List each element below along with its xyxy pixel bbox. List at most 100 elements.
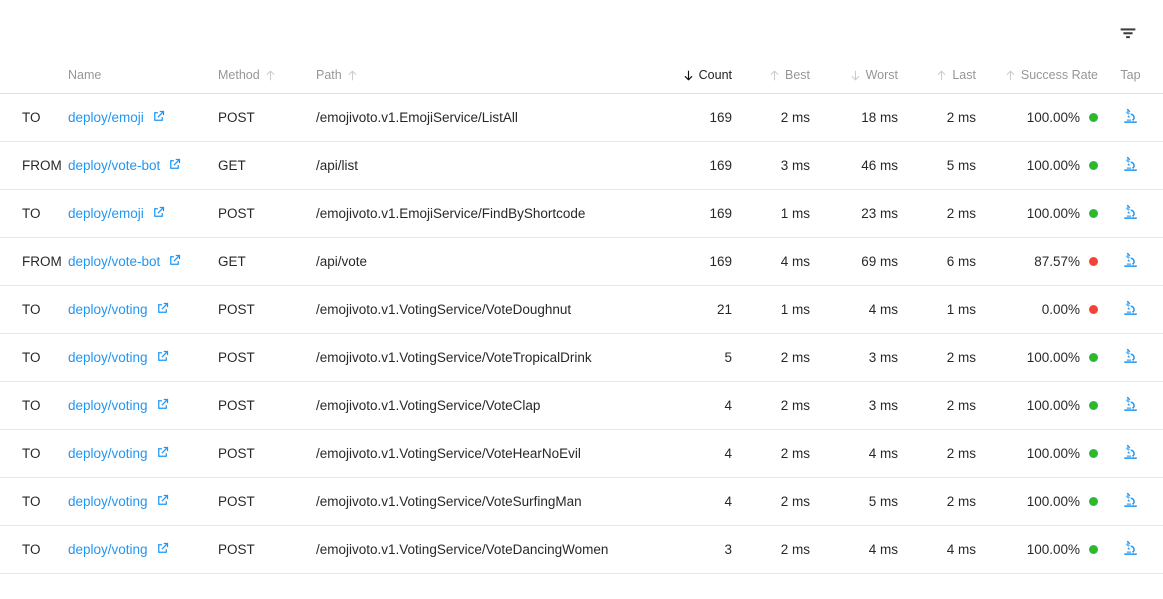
path-label: /emojivoto.v1.VotingService/VoteDoughnut xyxy=(316,302,572,317)
table-row[interactable]: TO deploy/voting POST /emojivoto.v1.Voti… xyxy=(0,525,1163,574)
cell-method: GET xyxy=(218,237,316,286)
column-header-success-rate[interactable]: Success Rate xyxy=(976,68,1098,94)
best-value: 2 ms xyxy=(780,350,810,365)
status-dot xyxy=(1089,497,1098,506)
table-row[interactable]: FROM deploy/vote-bot GET /api/list 169 3… xyxy=(0,141,1163,190)
tap-button[interactable] xyxy=(1116,343,1146,373)
cell-success-rate: 100.00% xyxy=(976,477,1098,526)
table-row[interactable]: FROM deploy/vote-bot GET /api/vote 169 4… xyxy=(0,237,1163,286)
cell-direction: TO xyxy=(0,381,68,430)
resource-name: deploy/voting xyxy=(68,446,148,461)
cell-path: /emojivoto.v1.VotingService/VoteHearNoEv… xyxy=(316,429,644,478)
table-row[interactable]: TO deploy/emoji POST /emojivoto.v1.Emoji… xyxy=(0,189,1163,238)
sort-arrow-down-icon xyxy=(682,69,695,82)
column-header-name[interactable]: Name xyxy=(68,68,218,94)
last-value: 1 ms xyxy=(946,302,976,317)
cell-count: 169 xyxy=(644,141,732,190)
cell-success-rate: 100.00% xyxy=(976,525,1098,574)
table-row[interactable]: TO deploy/voting POST /emojivoto.v1.Voti… xyxy=(0,285,1163,334)
best-value: 2 ms xyxy=(780,446,810,461)
tap-button[interactable] xyxy=(1116,247,1146,277)
success-rate-value: 100.00% xyxy=(1026,158,1080,173)
tap-button[interactable] xyxy=(1116,439,1146,469)
count-value: 21 xyxy=(716,302,732,317)
worst-value: 3 ms xyxy=(868,350,898,365)
resource-link[interactable]: deploy/vote-bot xyxy=(68,253,182,271)
filter-list-button[interactable] xyxy=(1111,17,1145,51)
direction-label: TO xyxy=(22,206,41,221)
count-value: 4 xyxy=(724,398,732,413)
cell-direction: TO xyxy=(0,333,68,382)
column-header-path[interactable]: Path xyxy=(316,68,644,94)
cell-name: deploy/voting xyxy=(68,333,218,382)
column-header-last[interactable]: Last xyxy=(898,68,976,94)
best-value: 2 ms xyxy=(780,542,810,557)
resource-link[interactable]: deploy/voting xyxy=(68,445,170,463)
tap-button[interactable] xyxy=(1116,295,1146,325)
microscope-icon xyxy=(1121,203,1140,225)
path-label: /emojivoto.v1.VotingService/VoteDancingW… xyxy=(316,542,609,557)
cell-count: 21 xyxy=(644,285,732,334)
table-header: Name Method Path xyxy=(0,68,1163,94)
resource-link[interactable]: deploy/emoji xyxy=(68,205,166,223)
external-link-icon xyxy=(155,445,170,463)
tap-button[interactable] xyxy=(1116,391,1146,421)
resource-link[interactable]: deploy/voting xyxy=(68,349,170,367)
cell-success-rate: 100.00% xyxy=(976,189,1098,238)
column-header-method[interactable]: Method xyxy=(218,68,316,94)
tap-button[interactable] xyxy=(1116,151,1146,181)
method-label: GET xyxy=(218,254,246,269)
cell-best: 2 ms xyxy=(732,333,810,382)
table-row[interactable]: TO deploy/voting POST /emojivoto.v1.Voti… xyxy=(0,381,1163,430)
cell-path: /emojivoto.v1.VotingService/VoteDoughnut xyxy=(316,285,644,334)
cell-method: POST xyxy=(218,525,316,574)
cell-worst: 3 ms xyxy=(810,381,898,430)
cell-method: POST xyxy=(218,429,316,478)
resource-link[interactable]: deploy/voting xyxy=(68,541,170,559)
resource-link[interactable]: deploy/voting xyxy=(68,493,170,511)
cell-worst: 23 ms xyxy=(810,189,898,238)
cell-path: /emojivoto.v1.VotingService/VoteTropical… xyxy=(316,333,644,382)
success-rate-value: 100.00% xyxy=(1026,494,1080,509)
table-row[interactable]: TO deploy/emoji POST /emojivoto.v1.Emoji… xyxy=(0,93,1163,142)
cell-name: deploy/voting xyxy=(68,429,218,478)
column-label-worst: Worst xyxy=(865,68,898,82)
cell-success-rate: 0.00% xyxy=(976,285,1098,334)
worst-value: 4 ms xyxy=(868,542,898,557)
resource-name: deploy/voting xyxy=(68,350,148,365)
last-value: 2 ms xyxy=(946,350,976,365)
tap-button[interactable] xyxy=(1116,535,1146,565)
count-value: 5 xyxy=(724,350,732,365)
column-header-count[interactable]: Count xyxy=(644,68,732,94)
tap-button[interactable] xyxy=(1116,487,1146,517)
cell-tap xyxy=(1098,429,1163,478)
worst-value: 23 ms xyxy=(861,206,898,221)
resource-link[interactable]: deploy/voting xyxy=(68,397,170,415)
resource-link[interactable]: deploy/voting xyxy=(68,301,170,319)
cell-name: deploy/emoji xyxy=(68,189,218,238)
cell-name: deploy/voting xyxy=(68,285,218,334)
resource-link[interactable]: deploy/vote-bot xyxy=(68,157,182,175)
cell-best: 2 ms xyxy=(732,93,810,142)
worst-value: 5 ms xyxy=(868,494,898,509)
table-row[interactable]: TO deploy/voting POST /emojivoto.v1.Voti… xyxy=(0,477,1163,526)
column-header-best[interactable]: Best xyxy=(732,68,810,94)
table-row[interactable]: TO deploy/voting POST /emojivoto.v1.Voti… xyxy=(0,333,1163,382)
tap-button[interactable] xyxy=(1116,199,1146,229)
cell-count: 3 xyxy=(644,525,732,574)
cell-worst: 4 ms xyxy=(810,285,898,334)
column-header-worst[interactable]: Worst xyxy=(810,68,898,94)
path-label: /emojivoto.v1.VotingService/VoteTropical… xyxy=(316,350,592,365)
direction-label: TO xyxy=(22,110,41,125)
cell-direction: FROM xyxy=(0,141,68,190)
cell-success-rate: 100.00% xyxy=(976,333,1098,382)
success-rate-value: 100.00% xyxy=(1026,542,1080,557)
cell-tap xyxy=(1098,525,1163,574)
resource-name: deploy/voting xyxy=(68,542,148,557)
resource-link[interactable]: deploy/emoji xyxy=(68,109,166,127)
status-dot xyxy=(1089,257,1098,266)
tap-button[interactable] xyxy=(1116,103,1146,133)
table-row[interactable]: TO deploy/voting POST /emojivoto.v1.Voti… xyxy=(0,429,1163,478)
last-value: 5 ms xyxy=(946,158,976,173)
